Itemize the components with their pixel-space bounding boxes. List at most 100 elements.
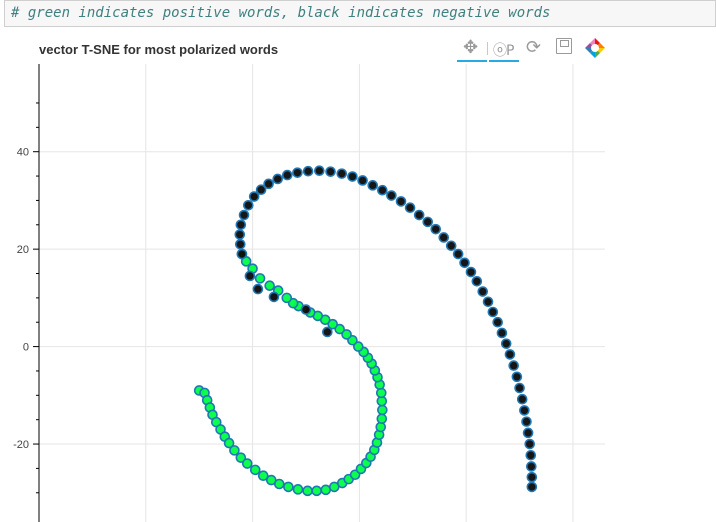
negative-word-point bbox=[367, 180, 379, 191]
negative-word-point bbox=[272, 173, 283, 185]
y-axis: 40 20 0 -20 bbox=[13, 64, 40, 522]
positive-word-point bbox=[377, 404, 388, 416]
save-tool[interactable] bbox=[551, 36, 579, 62]
bokeh-logo[interactable] bbox=[581, 36, 609, 62]
positive-word-point bbox=[376, 413, 388, 425]
positive-word-point bbox=[229, 445, 240, 456]
negative-word-point bbox=[281, 169, 293, 181]
negative-word-point bbox=[235, 219, 247, 231]
negative-word-point bbox=[263, 178, 274, 190]
positive-word-point bbox=[341, 329, 352, 340]
negative-word-point bbox=[526, 471, 538, 483]
positive-word-point bbox=[283, 481, 294, 493]
wheel-zoom-icon: ⓞP bbox=[493, 43, 514, 59]
negative-word-point bbox=[452, 248, 464, 260]
positive-word-point bbox=[257, 470, 269, 482]
negative-word-point bbox=[236, 248, 248, 260]
y-tick-label: 0 bbox=[23, 342, 29, 354]
negative-word-point bbox=[526, 461, 537, 472]
negative-word-point bbox=[521, 416, 532, 427]
y-tick-label: 40 bbox=[17, 147, 29, 159]
negative-word-point bbox=[519, 405, 530, 416]
negative-word-point bbox=[508, 360, 519, 371]
negative-word-point bbox=[357, 175, 368, 186]
negative-word-point bbox=[244, 270, 256, 282]
negative-word-point bbox=[438, 232, 450, 243]
negative-word-point bbox=[322, 326, 333, 338]
negative-word-point bbox=[386, 190, 397, 201]
negative-word-point bbox=[300, 304, 312, 315]
negative-word-point bbox=[525, 449, 537, 461]
positive-word-point bbox=[334, 323, 345, 335]
reset-tool[interactable]: ⟳ bbox=[521, 36, 549, 62]
positive-word-point bbox=[311, 485, 322, 497]
negative-word-point bbox=[445, 240, 457, 252]
positive-word-point bbox=[292, 484, 304, 495]
positive-word-point bbox=[249, 464, 261, 476]
negative-word-point bbox=[268, 291, 280, 303]
positive-word-point bbox=[375, 387, 387, 399]
negative-word-point bbox=[235, 238, 246, 250]
negative-word-point bbox=[492, 316, 503, 328]
negative-word-point bbox=[302, 165, 314, 177]
negative-word-point bbox=[465, 266, 477, 278]
negative-word-point bbox=[413, 209, 425, 221]
negative-word-point bbox=[255, 184, 267, 196]
chart-grid bbox=[39, 64, 605, 522]
scatter-chart[interactable]: 40 20 0 -20 bbox=[0, 36, 716, 522]
bokeh-plot[interactable]: vector T-SNE for most polarized words ✥ … bbox=[0, 36, 716, 522]
reset-icon: ⟳ bbox=[526, 37, 542, 58]
positive-word-point bbox=[353, 341, 364, 352]
negative-word-point bbox=[336, 168, 348, 179]
pan-icon: ✥ bbox=[463, 37, 479, 58]
negative-word-point bbox=[314, 165, 325, 177]
negative-word-point bbox=[526, 481, 538, 493]
negative-word-point bbox=[248, 191, 260, 202]
scatter-points bbox=[193, 165, 538, 497]
wheel-zoom-tool[interactable]: ⓞP bbox=[489, 36, 519, 62]
y-tick-label: 20 bbox=[17, 244, 29, 256]
positive-word-point bbox=[254, 273, 266, 284]
positive-word-point bbox=[273, 478, 285, 490]
y-tick-label: -20 bbox=[13, 439, 29, 451]
negative-word-point bbox=[500, 338, 512, 349]
negative-word-point bbox=[487, 306, 499, 318]
positive-word-point bbox=[223, 437, 235, 449]
pan-tool[interactable]: ✥ bbox=[457, 36, 487, 62]
positive-word-point bbox=[320, 484, 332, 496]
negative-word-point bbox=[482, 296, 494, 308]
negative-word-point bbox=[404, 202, 416, 214]
positive-word-point bbox=[302, 485, 313, 497]
negative-word-point bbox=[238, 209, 250, 221]
negative-word-point bbox=[477, 286, 489, 297]
negative-word-point bbox=[471, 276, 483, 287]
plot-title: vector T-SNE for most polarized words bbox=[39, 42, 279, 57]
negative-word-point bbox=[514, 382, 525, 394]
negative-word-point bbox=[234, 229, 246, 240]
negative-word-point bbox=[252, 283, 264, 295]
negative-word-point bbox=[511, 371, 523, 383]
negative-word-point bbox=[347, 171, 358, 182]
negative-word-point bbox=[496, 327, 508, 339]
negative-word-point bbox=[430, 223, 442, 235]
negative-word-point bbox=[504, 349, 516, 360]
negative-word-point bbox=[524, 438, 536, 450]
negative-word-point bbox=[422, 216, 434, 228]
negative-word-point bbox=[459, 257, 470, 269]
positive-word-point bbox=[235, 452, 247, 463]
code-comment: # green indicates positive words, black … bbox=[11, 5, 551, 21]
negative-word-point bbox=[292, 167, 303, 178]
negative-word-point bbox=[377, 184, 388, 196]
positive-word-point bbox=[264, 280, 275, 291]
negative-word-point bbox=[325, 166, 336, 177]
positive-word-point bbox=[281, 292, 293, 304]
negative-word-point bbox=[522, 427, 534, 439]
negative-word-point bbox=[395, 196, 407, 207]
negative-word-point bbox=[243, 199, 254, 211]
code-cell[interactable]: # green indicates positive words, black … bbox=[4, 0, 716, 27]
toolbar-divider bbox=[487, 36, 489, 62]
save-icon bbox=[556, 38, 572, 54]
bokeh-logo-icon bbox=[585, 38, 605, 58]
negative-word-point bbox=[516, 393, 528, 405]
positive-word-point bbox=[241, 458, 253, 469]
